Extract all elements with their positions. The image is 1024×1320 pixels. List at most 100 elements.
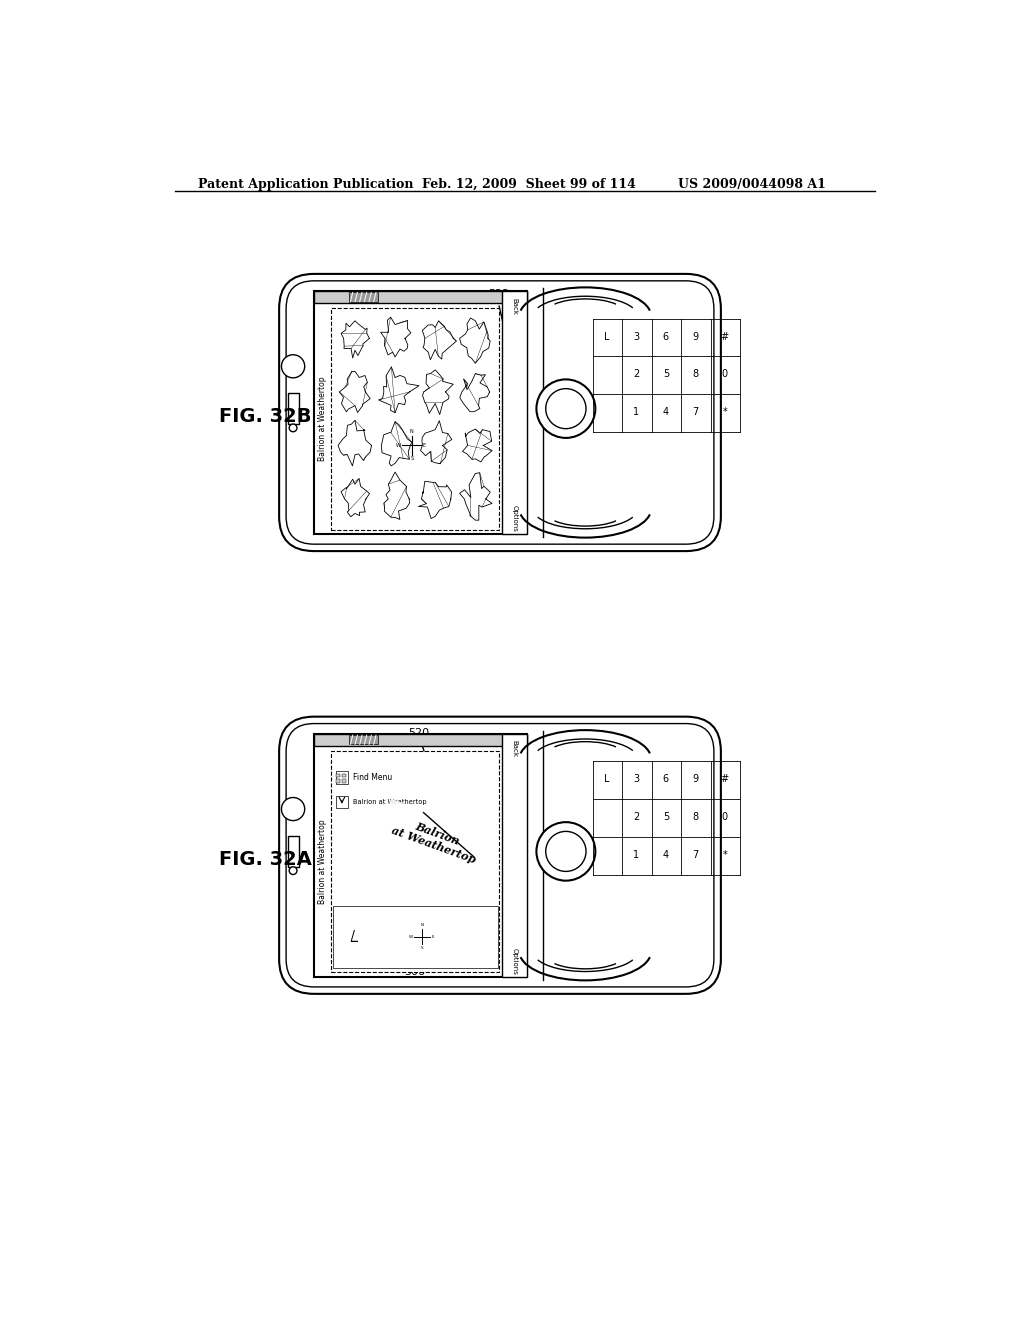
Bar bbox=[333, 906, 498, 968]
Text: S: S bbox=[421, 946, 423, 950]
Polygon shape bbox=[381, 421, 412, 466]
Text: 6: 6 bbox=[663, 331, 669, 342]
Bar bbox=[337, 774, 340, 777]
Text: 508: 508 bbox=[360, 962, 382, 973]
Text: 9: 9 bbox=[692, 775, 698, 784]
Polygon shape bbox=[384, 473, 410, 520]
Circle shape bbox=[537, 379, 595, 438]
Polygon shape bbox=[379, 367, 419, 413]
Circle shape bbox=[289, 424, 297, 432]
FancyBboxPatch shape bbox=[280, 275, 721, 552]
Text: 9: 9 bbox=[692, 331, 698, 342]
Polygon shape bbox=[422, 321, 457, 360]
Text: 6: 6 bbox=[663, 775, 669, 784]
Text: 520: 520 bbox=[408, 729, 429, 738]
Text: FIG. 32A: FIG. 32A bbox=[219, 850, 312, 869]
Text: 1: 1 bbox=[633, 407, 639, 417]
Circle shape bbox=[546, 832, 586, 871]
Text: Balrion at Weathertop: Balrion at Weathertop bbox=[318, 820, 327, 904]
Bar bbox=[349, 293, 378, 302]
Bar bbox=[314, 290, 527, 304]
Text: 506: 506 bbox=[404, 966, 425, 977]
Polygon shape bbox=[419, 482, 452, 519]
Text: W: W bbox=[409, 935, 413, 939]
Text: #: # bbox=[721, 331, 729, 342]
Text: Back: Back bbox=[512, 741, 518, 758]
Bar bbox=[349, 735, 378, 744]
Text: Balrion at Weathertop: Balrion at Weathertop bbox=[318, 376, 327, 461]
Text: 508: 508 bbox=[431, 508, 453, 517]
Circle shape bbox=[537, 822, 595, 880]
Text: 5: 5 bbox=[663, 370, 669, 379]
Text: Feb. 12, 2009  Sheet 99 of 114: Feb. 12, 2009 Sheet 99 of 114 bbox=[423, 178, 636, 190]
Text: Find Menu: Find Menu bbox=[352, 774, 392, 781]
Bar bbox=[314, 290, 527, 535]
Polygon shape bbox=[338, 420, 372, 466]
Polygon shape bbox=[423, 370, 454, 414]
Polygon shape bbox=[381, 317, 411, 356]
Circle shape bbox=[282, 355, 305, 378]
Text: Options: Options bbox=[512, 948, 518, 975]
Text: 1: 1 bbox=[633, 850, 639, 859]
Text: S: S bbox=[411, 455, 414, 461]
Bar bbox=[336, 796, 348, 808]
Text: E: E bbox=[431, 935, 434, 939]
Text: 7: 7 bbox=[692, 407, 698, 417]
Bar bbox=[331, 751, 500, 973]
Text: 0: 0 bbox=[722, 812, 728, 822]
Bar bbox=[288, 836, 299, 867]
Text: FIG. 32B: FIG. 32B bbox=[219, 407, 312, 426]
Bar bbox=[337, 779, 340, 783]
Polygon shape bbox=[341, 479, 370, 516]
Text: 8: 8 bbox=[692, 812, 698, 822]
Text: Balrion
at Weathertop: Balrion at Weathertop bbox=[389, 813, 481, 866]
Text: 2: 2 bbox=[633, 812, 640, 822]
Text: 8: 8 bbox=[692, 370, 698, 379]
Text: *: * bbox=[722, 407, 727, 417]
Text: 2: 2 bbox=[633, 370, 640, 379]
Text: Back: Back bbox=[512, 298, 518, 314]
Text: L: L bbox=[604, 775, 609, 784]
Polygon shape bbox=[460, 473, 492, 520]
Text: 3: 3 bbox=[633, 331, 639, 342]
Polygon shape bbox=[463, 429, 492, 462]
Text: 502: 502 bbox=[392, 293, 414, 302]
Polygon shape bbox=[341, 321, 370, 358]
Bar bbox=[503, 290, 527, 535]
Text: US 2009/0044098 A1: US 2009/0044098 A1 bbox=[678, 178, 826, 190]
Polygon shape bbox=[421, 421, 452, 463]
Text: E: E bbox=[423, 442, 426, 447]
Text: 4: 4 bbox=[663, 850, 669, 859]
Bar bbox=[503, 734, 527, 977]
Bar bbox=[336, 771, 348, 784]
Bar bbox=[288, 393, 299, 424]
Bar bbox=[342, 774, 346, 777]
Bar bbox=[331, 308, 500, 529]
Text: N: N bbox=[420, 924, 423, 928]
Text: #: # bbox=[721, 775, 729, 784]
Text: 522: 522 bbox=[487, 289, 509, 300]
Bar bbox=[314, 734, 527, 977]
Circle shape bbox=[282, 797, 305, 821]
Text: 0: 0 bbox=[722, 370, 728, 379]
Circle shape bbox=[546, 388, 586, 429]
Bar bbox=[314, 734, 527, 746]
Bar bbox=[342, 779, 346, 783]
Text: L: L bbox=[604, 331, 609, 342]
Text: Balrion at Weathertop: Balrion at Weathertop bbox=[352, 799, 426, 805]
Text: 5: 5 bbox=[663, 812, 669, 822]
Polygon shape bbox=[339, 371, 370, 412]
Text: W: W bbox=[396, 442, 401, 447]
Circle shape bbox=[289, 867, 297, 875]
Polygon shape bbox=[460, 374, 489, 412]
Text: Options: Options bbox=[512, 506, 518, 532]
Text: Patent Application Publication: Patent Application Publication bbox=[198, 178, 414, 190]
FancyBboxPatch shape bbox=[280, 717, 721, 994]
Text: 508: 508 bbox=[370, 506, 390, 515]
Text: 7: 7 bbox=[692, 850, 698, 859]
Text: 4: 4 bbox=[663, 407, 669, 417]
Polygon shape bbox=[460, 318, 490, 363]
Text: *: * bbox=[722, 850, 727, 859]
Text: N: N bbox=[410, 429, 414, 434]
Text: 3: 3 bbox=[633, 775, 639, 784]
